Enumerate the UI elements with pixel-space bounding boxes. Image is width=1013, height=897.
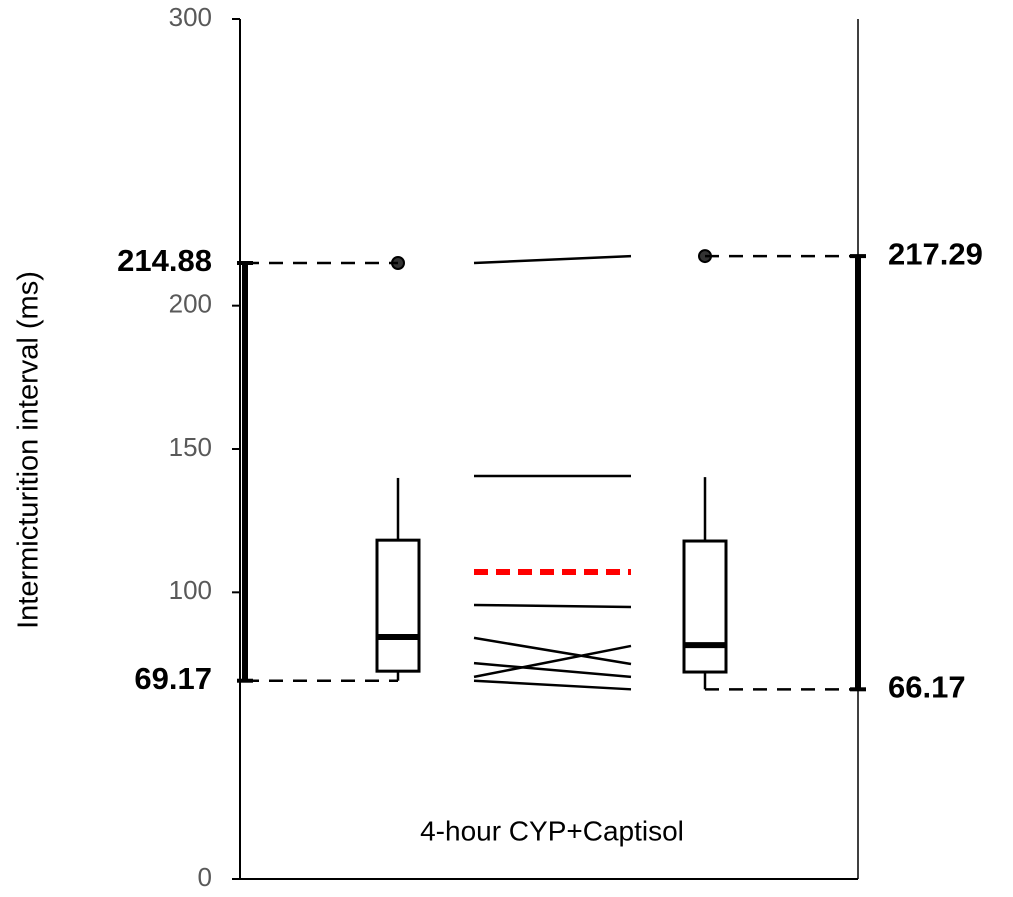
pair-line: [473, 661, 632, 679]
pair-line: [473, 254, 632, 265]
range-max-label: 214.88: [117, 243, 212, 278]
range-min-label: 69.17: [134, 661, 212, 696]
box: [375, 538, 421, 673]
pair-line: [473, 679, 632, 691]
y-tick-label: 150: [169, 432, 212, 462]
pair-line: [473, 603, 632, 609]
range-max-label: 217.29: [888, 236, 983, 271]
y-tick-label: 300: [169, 2, 212, 32]
box: [682, 539, 728, 674]
pair-line: [473, 644, 632, 679]
y-tick-label: 200: [169, 289, 212, 319]
y-axis-label: Intermicturition interval (ms): [13, 271, 45, 629]
pair-line: [473, 636, 632, 666]
y-tick-label: 100: [169, 575, 212, 605]
range-min-label: 66.17: [888, 670, 966, 705]
x-axis-label: 4-hour CYP+Captisol: [420, 815, 684, 846]
y-tick-label: 0: [198, 862, 212, 892]
